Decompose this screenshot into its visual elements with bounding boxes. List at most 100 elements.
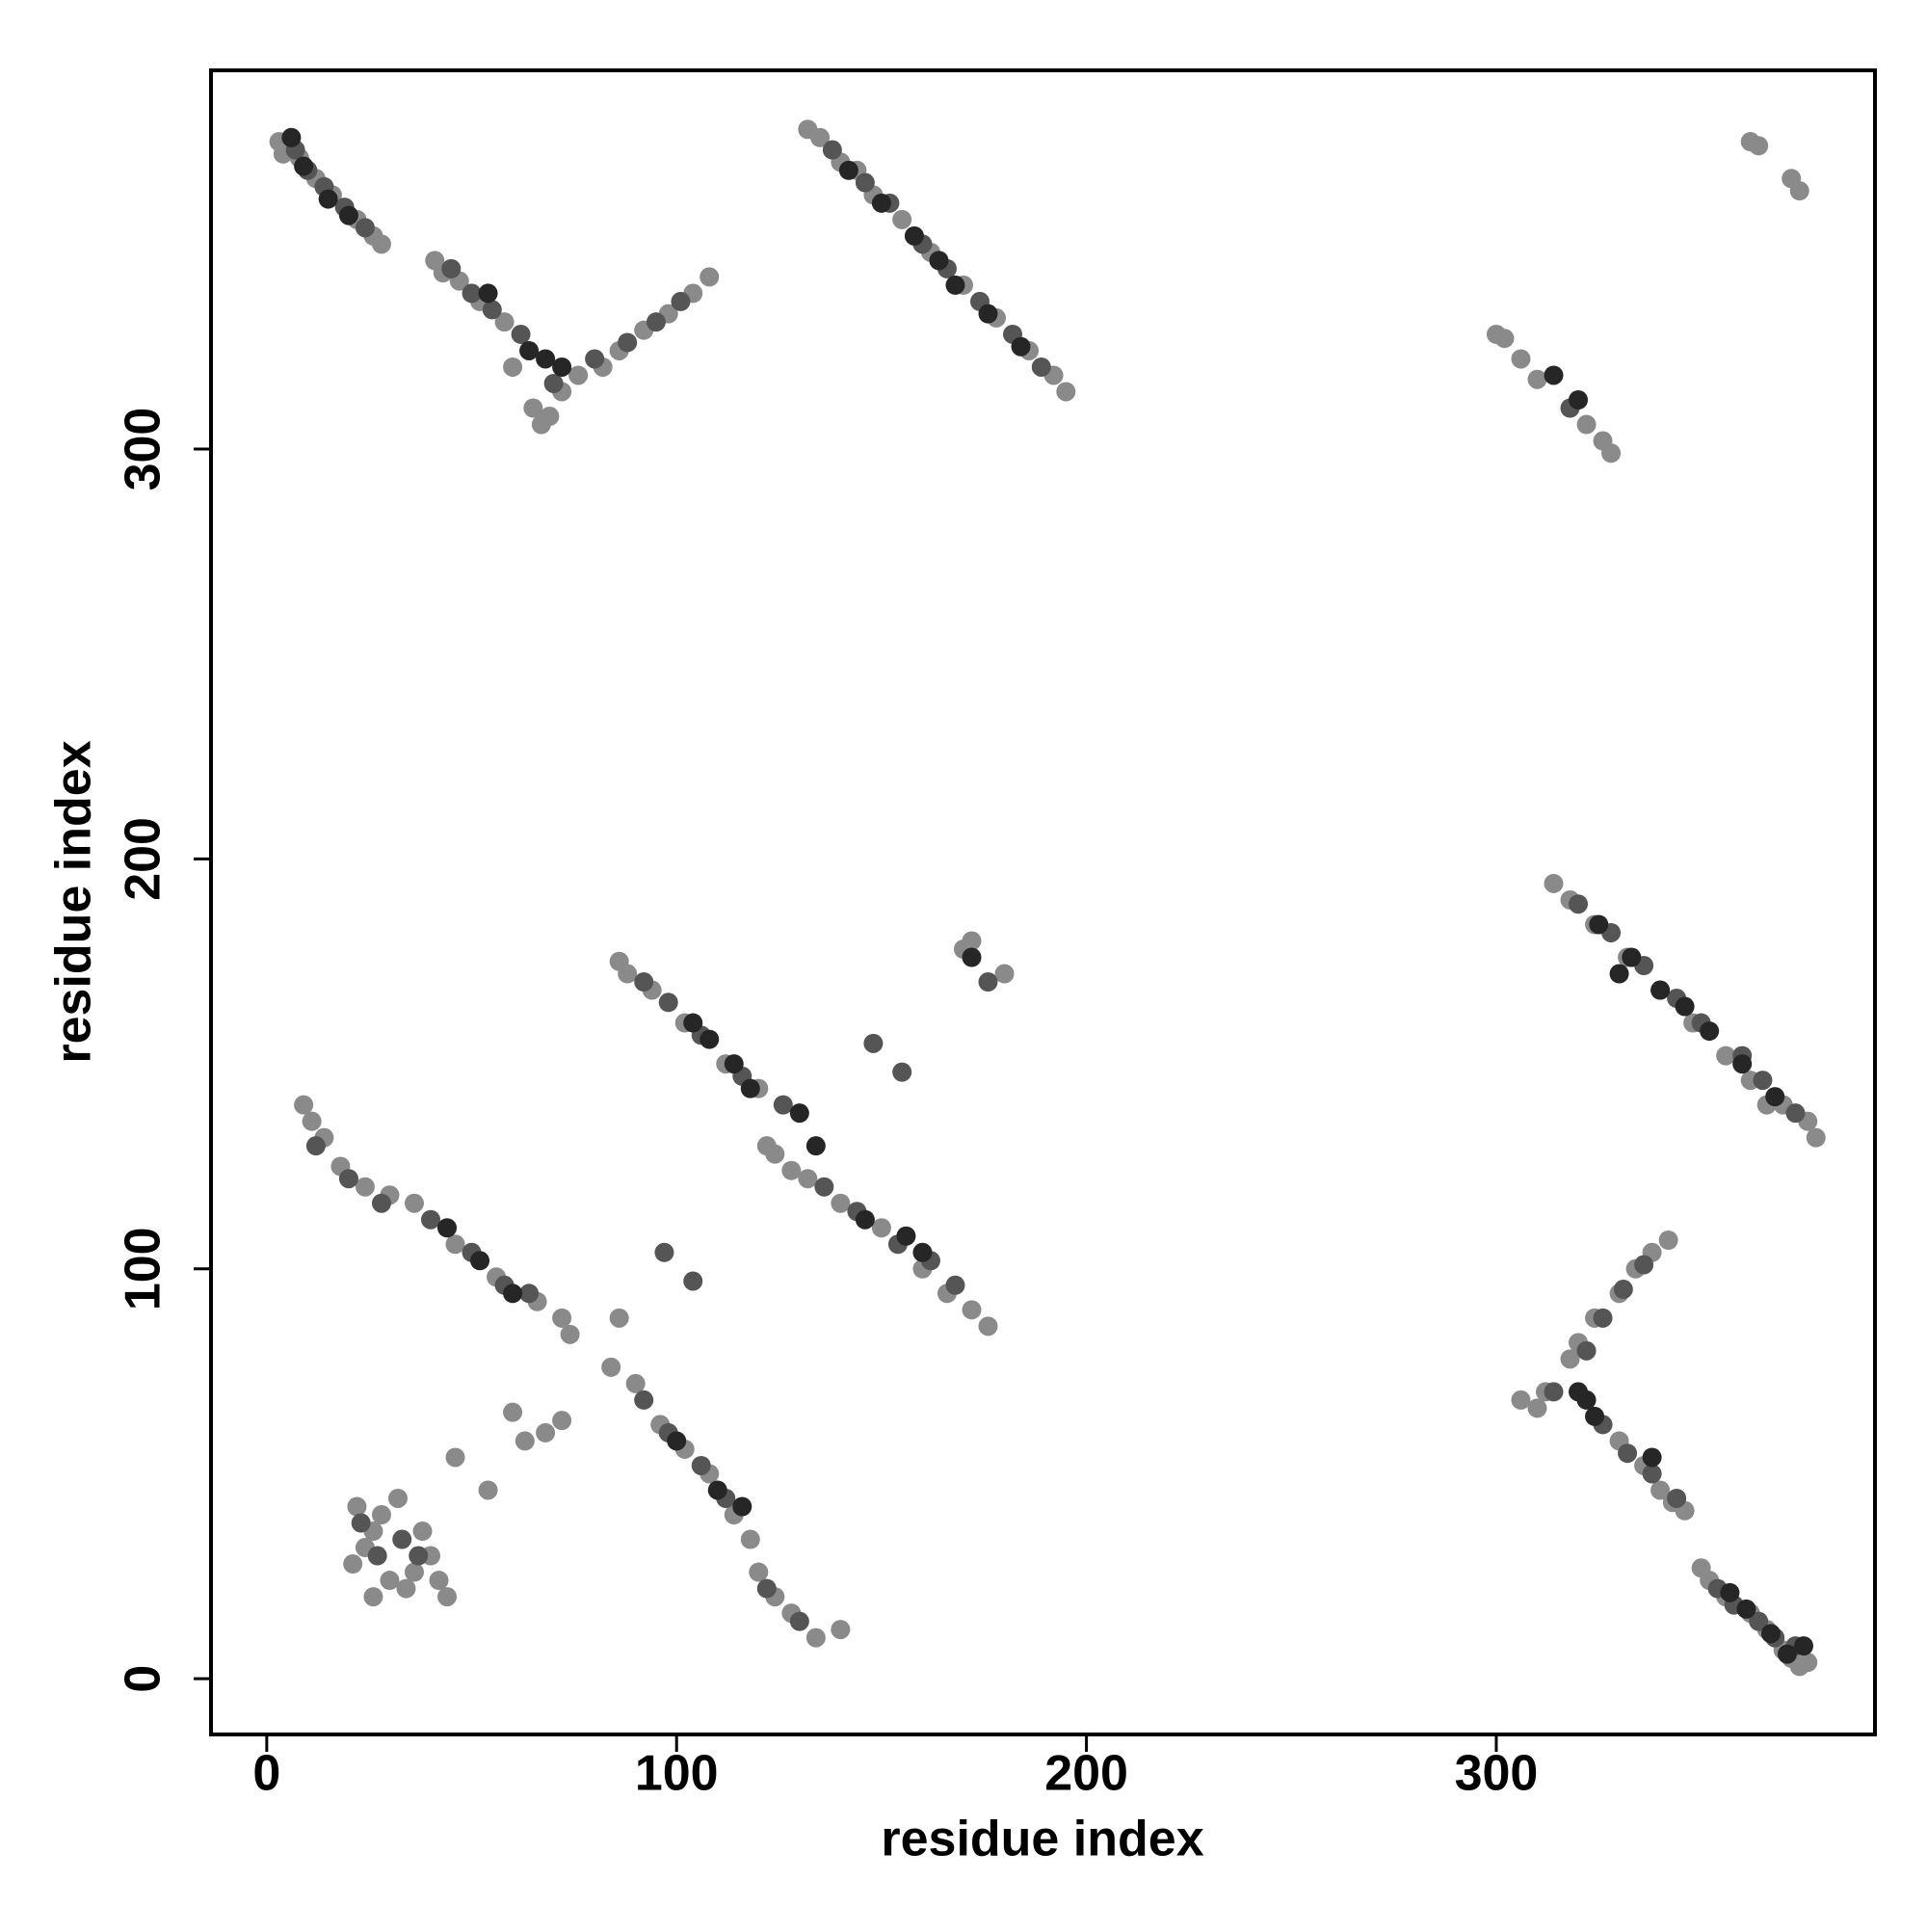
point [552,1411,572,1431]
point [1785,1103,1806,1124]
point [1777,1644,1797,1664]
point [347,1496,367,1517]
point [294,156,314,176]
point [404,1562,424,1582]
point [1618,1443,1638,1464]
point [380,1571,400,1591]
point [543,373,564,393]
point [654,1242,674,1262]
point [691,1455,711,1475]
point [585,349,605,369]
point [1031,357,1051,377]
plot-frame [209,68,1877,1736]
point [441,258,462,278]
point [700,267,720,287]
point [1749,136,1769,156]
point [740,1529,760,1549]
point [363,1587,383,1607]
point [978,972,998,992]
point [511,324,531,344]
point [1544,873,1564,893]
point [1658,1231,1678,1251]
point [781,1160,802,1180]
point [838,160,858,180]
point [658,992,678,1013]
point [462,283,482,304]
point [318,189,338,209]
point [494,312,515,332]
point [392,1529,412,1549]
point [1634,1255,1654,1275]
point [1569,894,1589,914]
point [1544,1382,1564,1402]
point [503,1402,523,1422]
x-tick-label: 300 [1455,1746,1539,1802]
point [765,1144,785,1164]
point [1749,1611,1769,1631]
y-tick-label: 0 [116,1665,172,1693]
point [707,1480,727,1500]
point [912,1242,933,1262]
point [1560,1349,1580,1369]
point [634,1389,654,1410]
point [1511,349,1531,369]
point [1642,1464,1662,1484]
point [1642,1447,1662,1468]
point [503,1284,523,1304]
point [740,1078,760,1098]
point [387,1488,408,1508]
point [683,1271,703,1291]
point [478,283,498,304]
point [683,1013,703,1033]
y-axis-label: residue index [46,740,102,1063]
point [831,1193,851,1213]
y-tick-label: 100 [116,1227,172,1310]
point [437,1218,458,1238]
point [1753,1071,1773,1091]
point [810,127,831,147]
point [1576,1389,1597,1410]
point [789,1103,809,1124]
point [994,964,1015,984]
point [805,1628,826,1648]
point [945,1275,965,1295]
point [445,1447,465,1468]
point [515,1431,535,1451]
x-tick-label: 0 [252,1746,280,1802]
point [294,1095,314,1115]
point [671,291,691,311]
point [367,1546,387,1566]
point [732,1496,752,1517]
point [305,1136,326,1156]
point [749,1562,769,1582]
point [1789,181,1809,201]
point [871,193,891,213]
point [1732,1054,1753,1074]
point [1609,964,1629,984]
point [618,332,638,353]
point [634,972,654,992]
point [302,1111,322,1131]
x-tick-label: 200 [1044,1746,1128,1802]
point [1601,443,1622,463]
y-tick-label: 300 [116,408,172,491]
point [1806,1127,1826,1148]
point [482,300,502,320]
point [773,1095,793,1115]
point [855,1209,875,1230]
point [437,1587,458,1607]
point [1527,369,1547,389]
point [536,349,556,369]
point [978,1316,998,1337]
point [355,218,375,238]
point [1589,914,1609,935]
point [798,1169,818,1189]
point [1576,1340,1597,1361]
point [1675,996,1695,1017]
point [871,1218,891,1238]
point [1760,1624,1781,1644]
point [618,964,638,984]
point [281,127,302,147]
point [724,1054,744,1074]
